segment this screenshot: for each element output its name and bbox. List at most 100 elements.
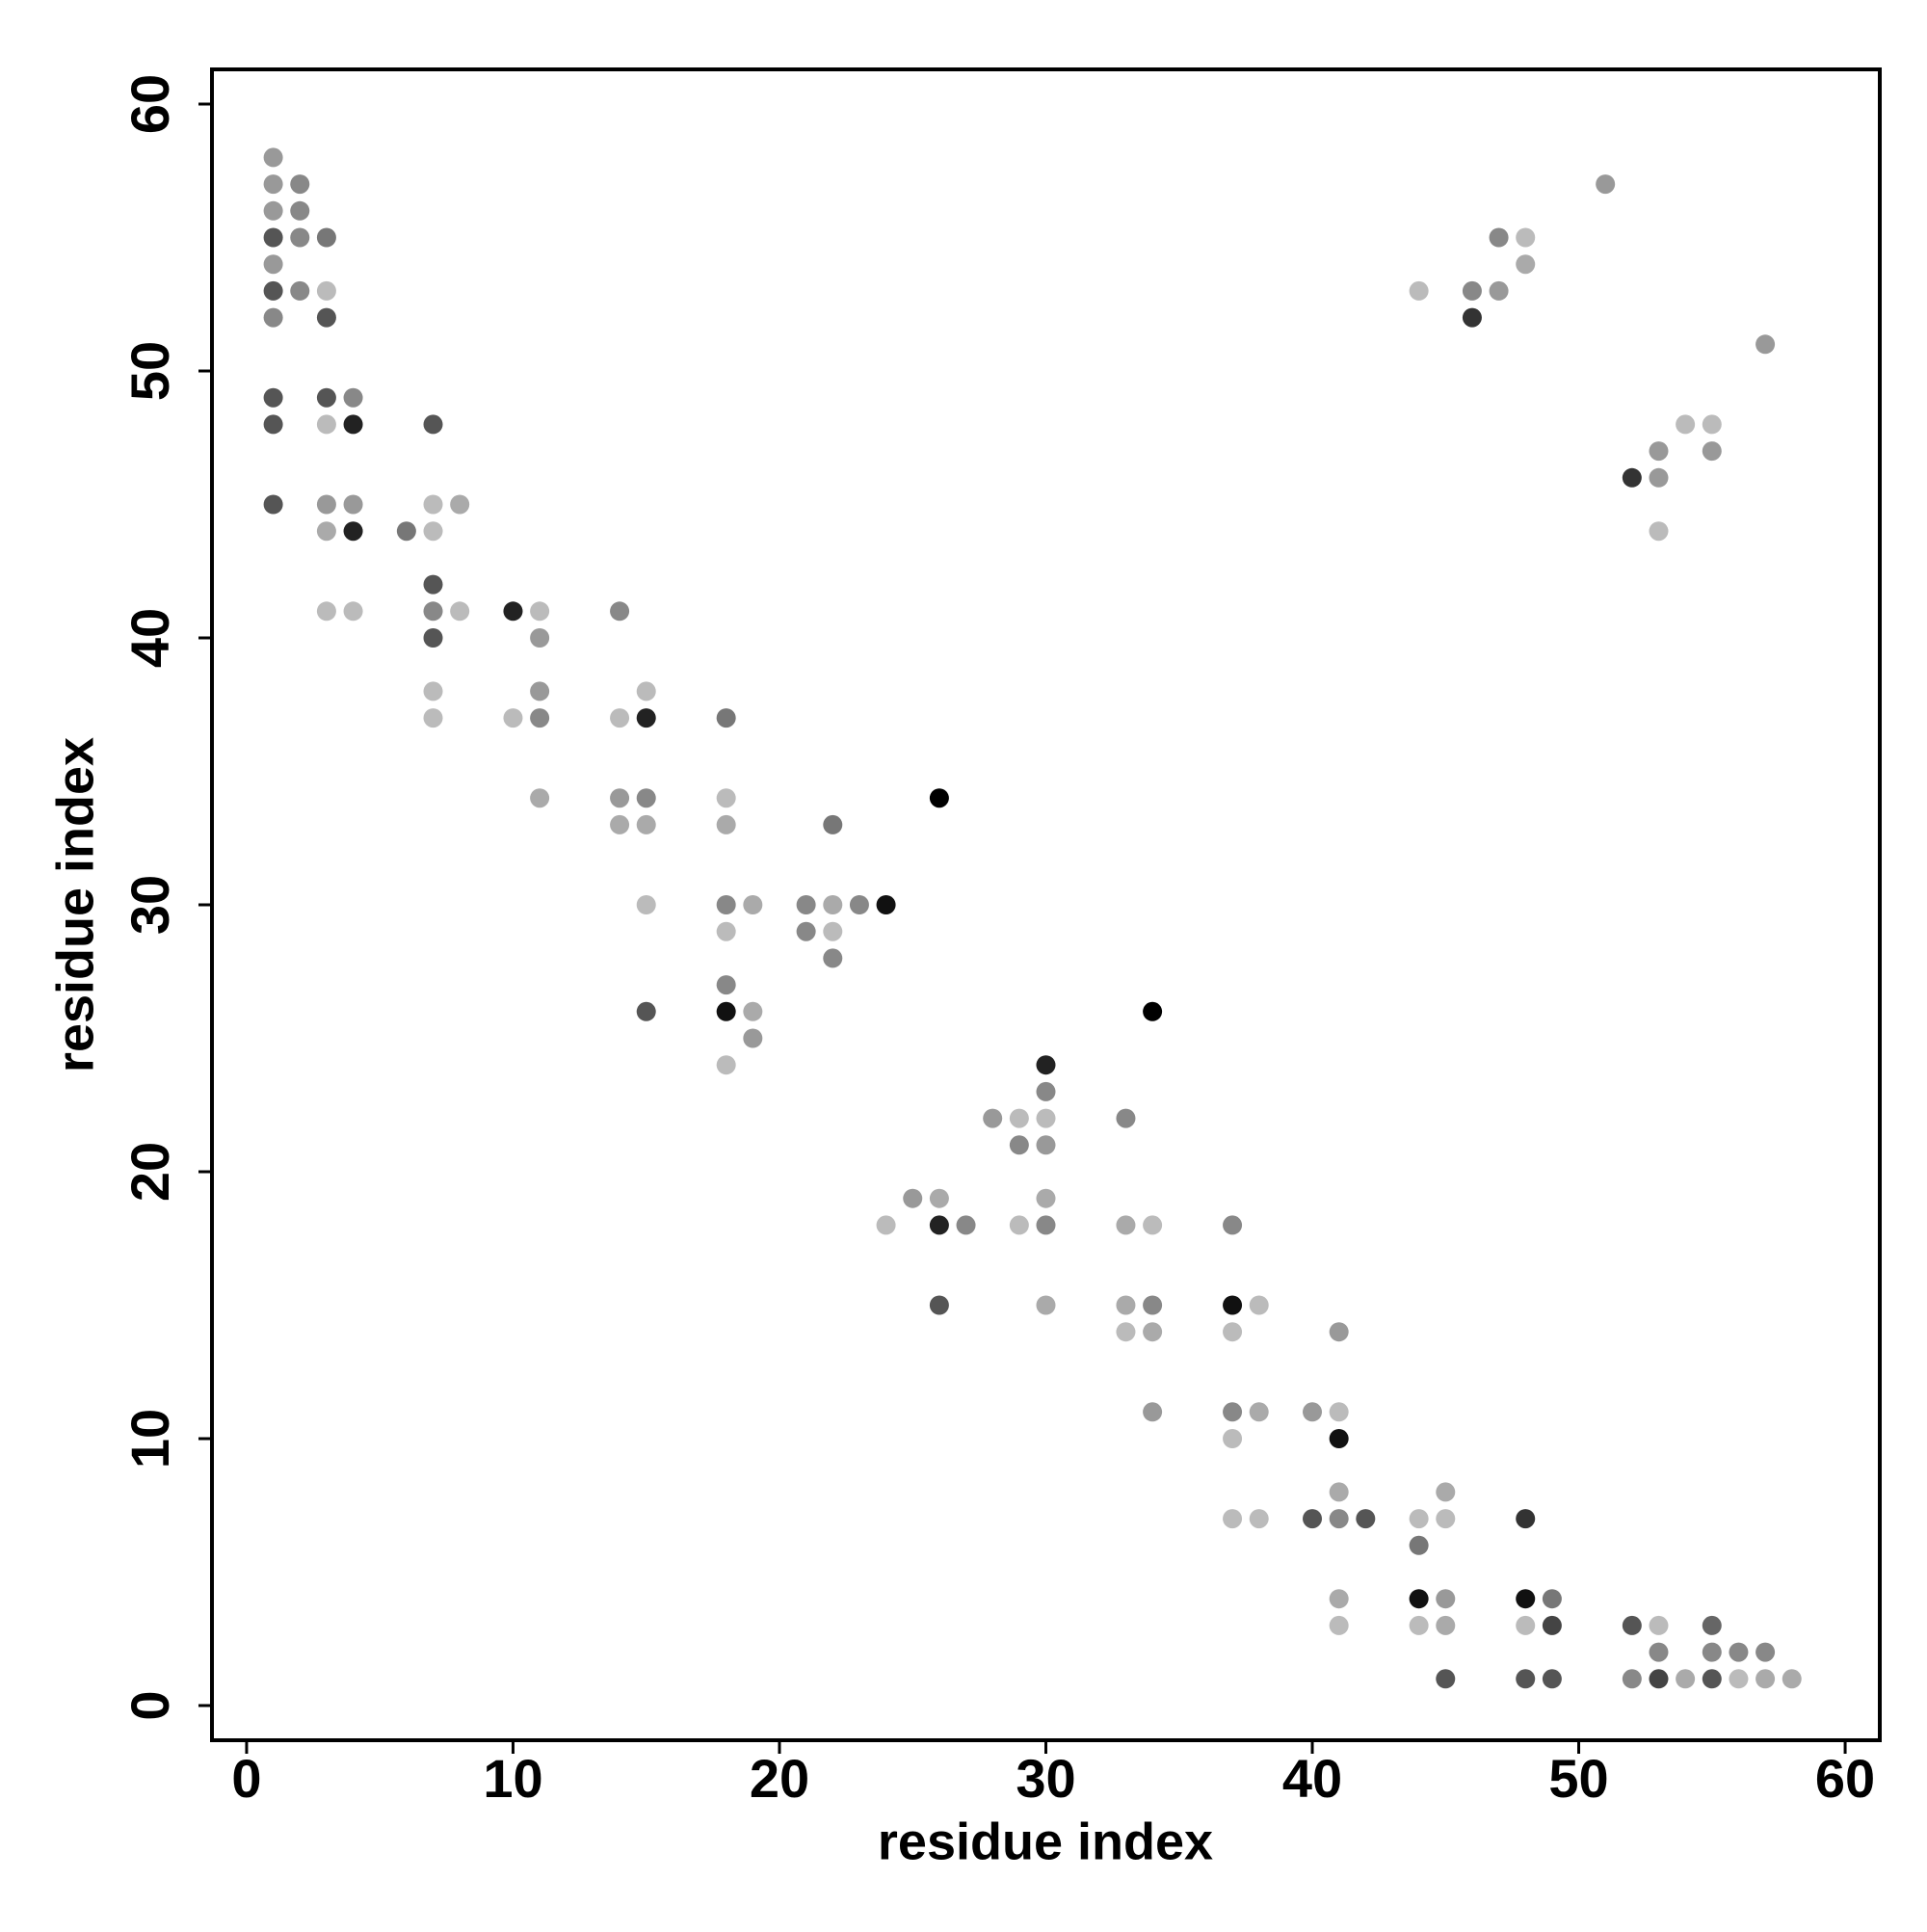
point <box>263 254 283 275</box>
point <box>263 227 283 248</box>
point <box>1223 1509 1243 1529</box>
point <box>316 280 336 301</box>
point <box>1009 1135 1029 1155</box>
point <box>876 895 896 914</box>
x-tick-label: 40 <box>1282 1748 1342 1809</box>
point <box>1649 1642 1669 1662</box>
point <box>636 708 656 728</box>
point <box>1649 467 1669 488</box>
x-tick-label: 30 <box>1016 1748 1075 1809</box>
point <box>263 280 283 301</box>
point <box>929 1215 949 1235</box>
point <box>1116 1322 1136 1342</box>
point <box>1436 1615 1456 1635</box>
point <box>1329 1509 1349 1529</box>
point <box>503 708 523 728</box>
point <box>1143 1001 1163 1021</box>
point <box>1462 280 1482 301</box>
point <box>1436 1669 1456 1689</box>
x-axis-title: residue index <box>878 1813 1213 1870</box>
point <box>1516 1589 1536 1609</box>
point <box>823 921 843 941</box>
point <box>743 895 763 914</box>
y-axis-title: residue index <box>46 737 104 1072</box>
point <box>929 1295 949 1315</box>
point <box>716 708 736 728</box>
x-tick-label: 10 <box>483 1748 542 1809</box>
point <box>1329 1322 1349 1342</box>
point <box>530 708 550 728</box>
point <box>1702 1669 1722 1689</box>
point <box>1702 1615 1722 1635</box>
point <box>1223 1295 1243 1315</box>
point <box>263 494 283 515</box>
point <box>1409 1589 1429 1609</box>
point <box>1702 1642 1722 1662</box>
point <box>1782 1669 1802 1689</box>
point <box>263 174 283 195</box>
point <box>716 921 736 941</box>
point <box>1542 1615 1562 1635</box>
point <box>263 387 283 408</box>
y-tick-label: 0 <box>119 1690 180 1720</box>
point <box>1329 1589 1349 1609</box>
point <box>1223 1215 1243 1235</box>
point <box>1462 307 1482 328</box>
point <box>1329 1402 1349 1422</box>
point <box>1596 174 1616 195</box>
point <box>636 895 656 914</box>
point <box>290 280 310 301</box>
point <box>530 681 550 701</box>
point <box>316 601 336 622</box>
point <box>423 601 443 622</box>
point <box>1436 1589 1456 1609</box>
point <box>1143 1322 1163 1342</box>
y-tick-label: 50 <box>119 341 180 401</box>
point <box>290 227 310 248</box>
point <box>290 174 310 195</box>
point <box>1755 1669 1776 1689</box>
point <box>1409 280 1429 301</box>
point <box>823 895 843 914</box>
point <box>316 387 336 408</box>
point <box>1329 1615 1349 1635</box>
point <box>1223 1322 1243 1342</box>
point <box>423 494 443 515</box>
point <box>423 574 443 595</box>
point <box>716 814 736 834</box>
point <box>1303 1402 1323 1422</box>
x-tick-label: 20 <box>750 1748 809 1809</box>
point <box>1649 521 1669 542</box>
point <box>636 1001 656 1021</box>
point <box>610 601 630 622</box>
y-tick-label: 40 <box>119 608 180 668</box>
point <box>423 521 443 542</box>
point <box>1303 1509 1323 1529</box>
point <box>1036 1215 1056 1235</box>
point <box>1249 1295 1269 1315</box>
point <box>530 601 550 622</box>
point <box>636 814 656 834</box>
y-tick-label: 10 <box>119 1409 180 1469</box>
point <box>450 601 470 622</box>
point <box>450 494 470 515</box>
point <box>1036 1135 1056 1155</box>
point <box>263 147 283 168</box>
point <box>1436 1482 1456 1502</box>
x-tick-label: 0 <box>231 1748 261 1809</box>
point <box>1409 1535 1429 1555</box>
point <box>1143 1215 1163 1235</box>
point <box>343 601 363 622</box>
y-tick-label: 30 <box>119 875 180 935</box>
point <box>1516 1669 1536 1689</box>
point <box>823 948 843 968</box>
point <box>903 1188 923 1208</box>
point <box>290 200 310 221</box>
point <box>316 414 336 435</box>
point <box>876 1215 896 1235</box>
point <box>1622 1615 1642 1635</box>
point <box>343 494 363 515</box>
point <box>1036 1188 1056 1208</box>
